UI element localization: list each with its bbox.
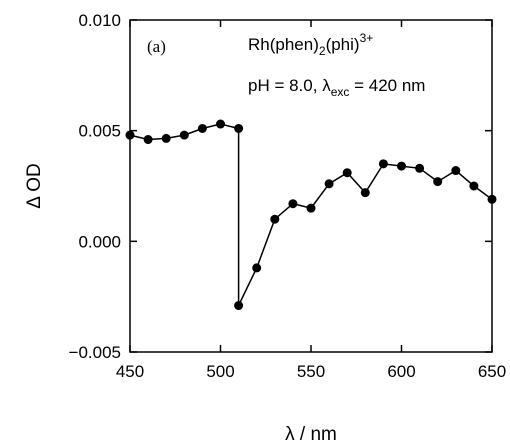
- y-axis-title: Δ OD: [24, 163, 45, 208]
- axis-ticks: 450 500 550 600 650 −0.005 0.000 0.005 0.010: [69, 11, 507, 381]
- data-point: [216, 119, 225, 129]
- x-tick-label: 600: [387, 362, 415, 381]
- x-axis-title: λ / nm: [285, 424, 337, 445]
- x-tick-label: 450: [116, 362, 144, 381]
- annotation-compound: Rh(phen)2(phi)3+: [248, 31, 373, 58]
- y-tick-label: 0.005: [78, 122, 121, 141]
- y-tick-label: −0.005: [69, 343, 121, 362]
- data-point: [306, 203, 316, 213]
- data-point: [252, 263, 262, 273]
- data-point: [342, 168, 352, 178]
- data-point: [360, 188, 370, 198]
- y-tick-label: 0.010: [78, 11, 121, 30]
- x-tick-label: 650: [478, 362, 506, 381]
- data-point: [487, 194, 497, 204]
- data-point: [397, 161, 406, 171]
- y-tick-label: 0.000: [78, 232, 121, 251]
- data-point: [451, 166, 461, 176]
- annotation-conditions: pH = 8.0, λexc = 420 nm: [248, 76, 425, 99]
- panel-label: (a): [147, 37, 166, 56]
- data-point: [469, 181, 479, 191]
- data-point: [324, 179, 334, 189]
- data-point: [179, 130, 189, 140]
- x-tick-label: 500: [206, 362, 234, 381]
- x-tick-label: 550: [297, 362, 325, 381]
- data-point: [143, 135, 153, 145]
- data-point: [415, 163, 425, 173]
- data-point: [197, 123, 207, 133]
- data-point: [288, 199, 298, 209]
- data-point: [378, 159, 388, 169]
- data-point: [270, 214, 280, 224]
- series-line: [129, 123, 493, 306]
- data-point: [125, 130, 135, 140]
- data-marks: [125, 119, 497, 311]
- data-point: [234, 301, 244, 311]
- data-point: [234, 123, 244, 133]
- data-point: [433, 177, 443, 187]
- data-point: [161, 133, 171, 143]
